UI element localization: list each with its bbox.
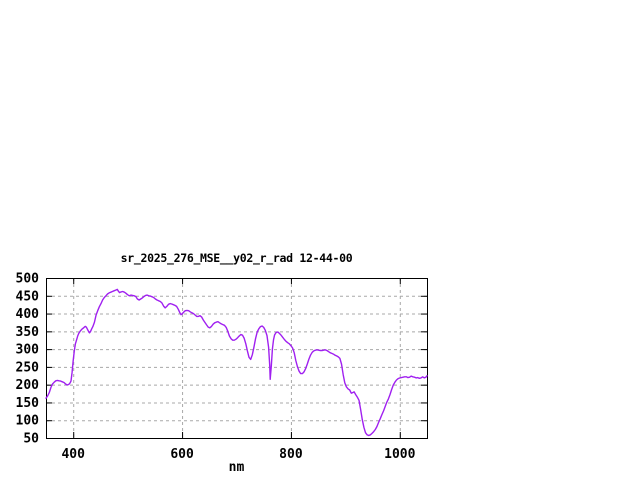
y-tick-label: 250 — [16, 360, 40, 375]
x-tick-label: 800 — [279, 447, 303, 462]
y-tick-label: 500 — [16, 272, 40, 287]
x-tick-label: 600 — [170, 447, 194, 462]
y-tick-label: 400 — [16, 307, 40, 322]
y-tick-label: 150 — [16, 396, 40, 411]
y-tick-label: 200 — [16, 378, 40, 393]
x-tick-label: 400 — [61, 447, 85, 462]
y-tick-label: 350 — [16, 325, 40, 340]
plot-border — [46, 278, 428, 439]
y-tick-label: 450 — [16, 289, 40, 304]
y-tick-label: 300 — [16, 343, 40, 358]
y-tick-label: 50 — [23, 432, 39, 447]
x-tick-label: 1000 — [384, 447, 415, 462]
y-tick-label: 100 — [16, 414, 40, 429]
x-axis-label: nm — [228, 460, 245, 475]
spectrum-line — [45, 288, 428, 437]
chart-title: sr_2025_276_MSE__y02_r_rad 12-44-00 — [120, 251, 353, 265]
